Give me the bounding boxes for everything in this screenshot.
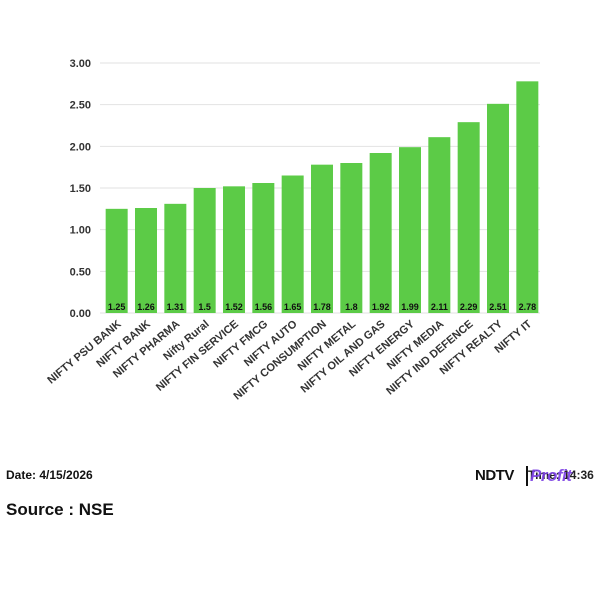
bar [281, 175, 304, 313]
data-label: 2.29 [460, 302, 478, 312]
time-label: Time: 14:36 [528, 468, 594, 482]
bar [223, 186, 245, 313]
data-label: 2.51 [489, 302, 507, 312]
bars [105, 81, 539, 314]
data-label: 2.11 [431, 302, 448, 312]
logo-ndtv: NDTV [475, 467, 514, 484]
data-label: 1.5 [198, 302, 211, 312]
data-label: 1.99 [401, 302, 419, 312]
bar [428, 137, 451, 313]
data-labels: 1.25 1.26 1.31 1.5 1.52 1.56 1.65 1.78 1.8 1.92 1.… [108, 302, 536, 312]
bar [311, 164, 333, 313]
bar [369, 153, 392, 313]
source-label: Source : NSE [6, 500, 114, 519]
bar [135, 208, 157, 313]
data-label: 1.25 [108, 302, 126, 312]
y-tick-label: 1.50 [70, 183, 91, 195]
data-label: 1.78 [313, 302, 331, 312]
bar [252, 183, 275, 313]
y-tick-label: 0.00 [70, 308, 91, 320]
bar [105, 208, 128, 313]
bar [164, 203, 187, 313]
data-label: 1.92 [372, 302, 390, 312]
y-axis-ticks: 0.00 0.50 1.00 1.50 2.00 2.50 3.00 [70, 58, 91, 320]
data-label: 1.8 [345, 302, 358, 312]
bar [399, 147, 421, 313]
data-label: 1.65 [284, 302, 302, 312]
date-label: Date: 4/15/2026 [6, 468, 93, 482]
data-label: 1.26 [137, 302, 155, 312]
data-label: 1.52 [225, 302, 243, 312]
y-tick-label: 3.00 [70, 58, 91, 70]
y-tick-label: 2.00 [70, 141, 91, 153]
ndtv-profit-logo: NDTV Profit [475, 466, 595, 488]
data-label: 1.56 [255, 302, 273, 312]
data-label: 1.31 [167, 302, 185, 312]
bar [340, 163, 363, 313]
bar [487, 103, 509, 313]
logo-profit: Profit [530, 466, 572, 485]
y-tick-label: 2.50 [70, 100, 91, 112]
logo-divider [526, 466, 528, 486]
bar-chart: 0.00 0.50 1.00 1.50 2.00 2.50 3.00 1.25 1.26 1.3… [45, 58, 540, 403]
bar [457, 122, 480, 314]
bar [193, 188, 216, 313]
y-tick-label: 0.50 [70, 266, 91, 278]
data-label: 2.78 [519, 302, 537, 312]
y-tick-label: 1.00 [70, 225, 91, 237]
bar [516, 81, 539, 313]
